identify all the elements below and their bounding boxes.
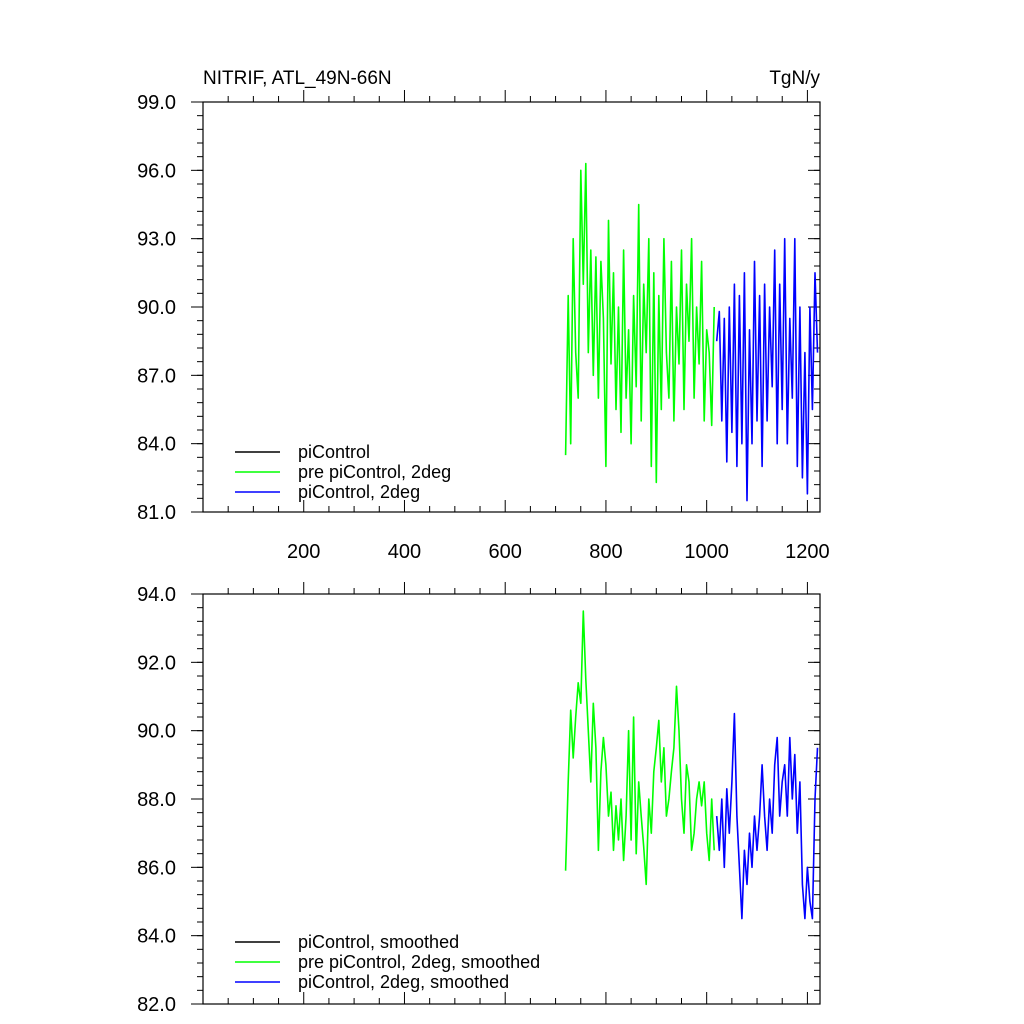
top-ticks xyxy=(191,90,820,513)
x-tick-label: 800 xyxy=(589,541,622,563)
y-tick-label: 87.0 xyxy=(137,365,176,387)
y-tick-label: 88.0 xyxy=(137,789,176,811)
chart-title-units: TgN/y xyxy=(769,68,820,89)
y-tick-label: 84.0 xyxy=(137,926,176,948)
y-tick-label: 99.0 xyxy=(137,92,176,114)
series-line-pre-piControl-2deg xyxy=(564,162,715,484)
legend-label: piControl, 2deg xyxy=(298,482,420,502)
y-tick-label: 84.0 xyxy=(137,434,176,456)
y-tick-label: 86.0 xyxy=(137,857,176,879)
x-tick-label: 1200 xyxy=(785,541,830,563)
top-tick-labels: 81.0 84.0 87.0 90.0 93.0 96.0 99.0 200 400 600 800… xyxy=(137,92,830,563)
chart-title-left: NITRIF, ATL_49N-66N xyxy=(203,68,392,89)
legend-label: piControl, 2deg, smoothed xyxy=(298,972,509,992)
y-tick-label: 82.0 xyxy=(137,994,176,1016)
y-tick-label: 81.0 xyxy=(137,502,176,524)
legend-label: pre piControl, 2deg, smoothed xyxy=(298,952,540,972)
series-line-piControl-2deg xyxy=(715,237,819,502)
x-tick-label: 200 xyxy=(287,541,320,563)
y-tick-label: 96.0 xyxy=(137,160,176,182)
y-tick-label: 92.0 xyxy=(137,652,176,674)
bottom-plot-frame xyxy=(202,593,821,1005)
legend-label: piControl xyxy=(298,442,370,462)
top-plot-frame xyxy=(202,101,821,513)
x-tick-label: 1000 xyxy=(684,541,729,563)
x-tick-label: 400 xyxy=(388,541,421,563)
y-tick-label: 93.0 xyxy=(137,229,176,251)
y-tick-label: 94.0 xyxy=(137,584,176,606)
bottom-ticks xyxy=(191,582,820,1005)
legend-label: piControl, smoothed xyxy=(298,932,459,952)
legend-label: pre piControl, 2deg xyxy=(298,462,451,482)
y-tick-label: 90.0 xyxy=(137,721,176,743)
top-chart: NITRIF, ATL_49N-66N TgN/y 81.0 84.0 87.0 90… xyxy=(137,68,830,563)
bottom-series xyxy=(564,610,819,920)
series-line-piControl-2deg xyxy=(715,712,819,920)
bottom-tick-labels: 82.0 84.0 86.0 88.0 90.0 92.0 94.0 xyxy=(137,584,176,1016)
top-series xyxy=(564,162,819,502)
bottom-chart: 82.0 84.0 86.0 88.0 90.0 92.0 94.0 piControl, … xyxy=(137,582,821,1016)
series-line-pre-piControl-2deg xyxy=(564,610,715,886)
y-tick-label: 90.0 xyxy=(137,297,176,319)
x-tick-label: 600 xyxy=(489,541,522,563)
